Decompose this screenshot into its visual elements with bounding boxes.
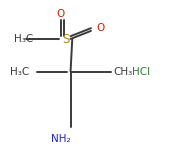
Text: CH₃: CH₃ [113, 67, 132, 77]
Text: H₃C: H₃C [14, 34, 33, 44]
Text: O: O [96, 23, 104, 33]
Text: HCl: HCl [132, 67, 150, 77]
Text: S: S [62, 33, 69, 46]
Text: H₃C: H₃C [10, 67, 29, 77]
Text: O: O [56, 9, 64, 19]
Text: NH₂: NH₂ [51, 134, 71, 144]
